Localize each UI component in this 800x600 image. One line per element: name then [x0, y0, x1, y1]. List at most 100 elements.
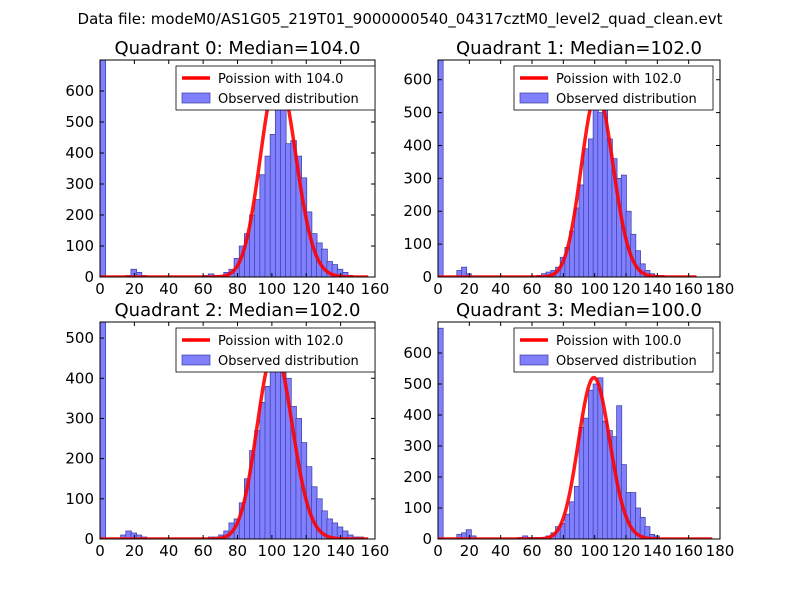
y-tick-label: 200 [403, 468, 432, 486]
histogram-bar [341, 272, 349, 277]
legend-observed-label: Observed distribution [556, 354, 697, 369]
x-tick-label: 0 [95, 542, 105, 560]
x-tick-label: 60 [194, 280, 213, 298]
legend-poisson-label: Poission with 102.0 [218, 334, 343, 349]
x-tick-label: 60 [522, 280, 541, 298]
y-tick-label: 300 [65, 175, 94, 193]
x-tick-label: 0 [95, 280, 105, 298]
x-tick-label: 60 [522, 542, 541, 560]
subplot-quadrant-0: Quadrant 0: Median=104.0 0 20 40 60 80 100 120 1… [65, 38, 389, 298]
histogram-bar [465, 529, 472, 539]
x-tick-label: 180 [706, 280, 735, 298]
x-tick-label: 0 [433, 542, 443, 560]
y-tick-label: 500 [65, 329, 94, 347]
subplot-title: Quadrant 1: Median=102.0 [456, 38, 702, 59]
legend-poisson-label: Poission with 102.0 [556, 72, 681, 87]
x-tick-label: 20 [460, 280, 479, 298]
y-tick-label: 500 [403, 375, 432, 393]
y-tick-label: 500 [65, 113, 94, 131]
legend: Poission with 100.0 Observed distribution [513, 327, 714, 373]
x-tick-label: 140 [643, 280, 672, 298]
x-tick-label: 120 [292, 542, 321, 560]
x-tick-label: 20 [460, 542, 479, 560]
y-tick-label: 300 [65, 409, 94, 427]
x-tick-label: 80 [228, 542, 247, 560]
legend-observed-label: Observed distribution [556, 92, 697, 107]
x-tick-label: 20 [125, 542, 144, 560]
legend: Poission with 102.0 Observed distribution [175, 327, 376, 373]
y-tick-label: 0 [422, 268, 432, 286]
histogram-bar [100, 322, 107, 539]
x-tick-label: 160 [674, 280, 703, 298]
legend: Poission with 102.0 Observed distribution [513, 65, 714, 111]
x-tick-label: 180 [706, 542, 735, 560]
x-tick-label: 80 [554, 280, 573, 298]
x-tick-label: 40 [491, 280, 510, 298]
histogram-bars [438, 327, 660, 539]
x-tick-label: 40 [159, 542, 178, 560]
y-tick-label: 400 [65, 369, 94, 387]
x-tick-label: 120 [292, 280, 321, 298]
axes-frame [437, 59, 721, 278]
legend-bar-swatch [519, 92, 549, 104]
histogram-bar [438, 60, 444, 277]
poisson-curve [438, 90, 697, 277]
y-tick-label: 100 [65, 490, 94, 508]
y-tick-label: 600 [403, 71, 432, 89]
poisson-curve [100, 348, 369, 539]
y-tick-label: 400 [65, 144, 94, 162]
x-tick-label: 100 [258, 280, 287, 298]
x-tick-label: 0 [433, 280, 443, 298]
subplot-title: Quadrant 0: Median=104.0 [115, 38, 361, 59]
histogram-bars [438, 60, 665, 277]
subplot-quadrant-3: Quadrant 3: Median=100.00 20 40 60 80 100 120 1… [403, 300, 734, 560]
x-tick-label: 40 [159, 280, 178, 298]
subplot-quadrant-2: Quadrant 2: Median=102.0 0 20 40 60 80 100 120 1… [65, 300, 389, 560]
subplot-quadrant-1: Quadrant 1: Median=102.00 20 40 60 80 100 120 1… [403, 38, 734, 298]
x-tick-label: 100 [258, 542, 287, 560]
y-tick-label: 200 [65, 450, 94, 468]
y-tick-label: 100 [65, 237, 94, 255]
y-tick-label: 300 [403, 169, 432, 187]
x-tick-label: 100 [580, 280, 609, 298]
subplot-title: Quadrant 3: Median=100.0 [456, 300, 702, 321]
figure-suptitle: Data file: modeM0/AS1G05_219T01_90000005… [78, 10, 723, 29]
y-tick-label: 100 [403, 235, 432, 253]
y-tick-label: 400 [403, 406, 432, 424]
y-tick-label: 200 [65, 206, 94, 224]
y-tick-label: 300 [403, 437, 432, 455]
y-tick-label: 600 [65, 82, 94, 100]
y-tick-label: 0 [84, 530, 94, 548]
y-tick-label: 600 [403, 344, 432, 362]
legend-poisson-label: Poission with 104.0 [218, 72, 343, 87]
poisson-curve [100, 73, 369, 277]
x-tick-label: 160 [361, 542, 390, 560]
x-tick-label: 80 [228, 280, 247, 298]
y-tick-label: 500 [403, 104, 432, 122]
x-tick-label: 160 [361, 280, 390, 298]
legend-observed-label: Observed distribution [218, 354, 359, 369]
histogram-bar [438, 327, 444, 539]
y-tick-label: 400 [403, 136, 432, 154]
subplot-title: Quadrant 2: Median=102.0 [115, 300, 361, 321]
histogram-bar [100, 60, 107, 277]
histogram-bars [100, 60, 354, 277]
y-tick-label: 200 [403, 202, 432, 220]
x-tick-label: 120 [612, 542, 641, 560]
legend-observed-label: Observed distribution [218, 92, 359, 107]
legend-bar-swatch [519, 354, 549, 366]
x-tick-label: 160 [674, 542, 703, 560]
axes-frame [437, 321, 721, 540]
histogram-bar [135, 272, 143, 277]
legend-bar-swatch [181, 92, 211, 104]
x-tick-label: 140 [326, 280, 355, 298]
x-tick-label: 120 [612, 280, 641, 298]
legend-bar-swatch [181, 354, 211, 366]
x-tick-label: 80 [554, 542, 573, 560]
y-tick-label: 100 [403, 499, 432, 517]
x-tick-label: 60 [194, 542, 213, 560]
y-tick-label: 0 [84, 268, 94, 286]
x-tick-label: 140 [643, 542, 672, 560]
x-tick-label: 140 [326, 542, 355, 560]
